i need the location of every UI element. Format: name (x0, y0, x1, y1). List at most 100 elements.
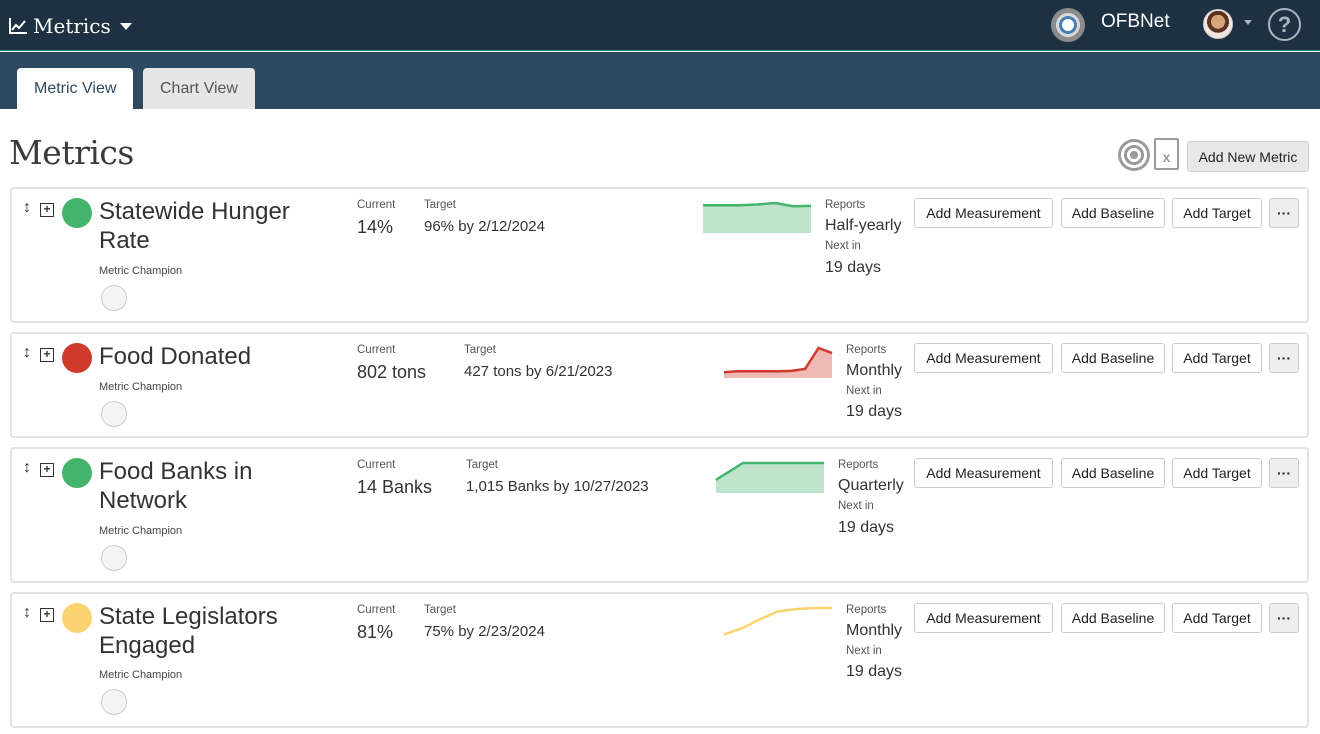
target-label: Target (466, 459, 498, 471)
champion-avatar[interactable] (101, 545, 127, 571)
chevron-down-icon (119, 22, 132, 30)
reports-label: Reports (846, 604, 887, 616)
trend-sparkline (703, 201, 812, 233)
next-in-label: Next in (838, 500, 874, 512)
view-tabbar: Metric View Chart View (0, 52, 1320, 109)
add-measurement-button[interactable]: Add Measurement (914, 603, 1053, 633)
add-baseline-button[interactable]: Add Baseline (1061, 458, 1165, 488)
tab-metric-view[interactable]: Metric View (17, 68, 134, 109)
status-indicator (62, 458, 92, 488)
excel-export-icon[interactable]: x (1154, 138, 1179, 170)
metric-name[interactable]: Food Donated (99, 343, 252, 370)
target-value: 96% by 2/12/2024 (424, 218, 545, 235)
org-name[interactable]: OFBNet (1101, 11, 1170, 32)
current-label: Current (357, 604, 396, 616)
next-in-value: 19 days (838, 519, 895, 536)
page-title: Metrics (9, 133, 134, 172)
champion-label: Metric Champion (99, 669, 183, 681)
target-label: Target (424, 604, 456, 616)
metric-name[interactable]: Statewide Hunger Rate (99, 198, 290, 254)
current-value: 14% (357, 217, 394, 237)
current-value: 14 Banks (357, 477, 433, 497)
champion-label: Metric Champion (99, 525, 183, 537)
current-label: Current (357, 459, 396, 471)
add-measurement-button[interactable]: Add Measurement (914, 198, 1053, 228)
metric-card: ↕ + State Legislators Engaged Metric Cha… (10, 592, 1309, 728)
next-in-label: Next in (846, 645, 882, 657)
add-target-button[interactable]: Add Target (1172, 343, 1262, 373)
top-navbar: Metrics OFBNet ? (0, 0, 1320, 51)
add-new-metric-button[interactable]: Add New Metric (1187, 141, 1309, 172)
add-measurement-button[interactable]: Add Measurement (914, 458, 1053, 488)
next-in-value: 19 days (846, 663, 903, 680)
sparkline-line (715, 461, 824, 481)
expand-icon[interactable]: + (40, 348, 54, 362)
metric-card: ↕ + Food Donated Metric Champion Current… (10, 332, 1309, 438)
next-in-label: Next in (825, 240, 861, 252)
add-measurement-button[interactable]: Add Measurement (914, 343, 1053, 373)
org-logo (1051, 8, 1085, 42)
metric-name[interactable]: State Legislators Engaged (99, 603, 278, 659)
current-label: Current (357, 199, 396, 211)
add-baseline-button[interactable]: Add Baseline (1061, 343, 1165, 373)
drag-handle-icon[interactable]: ↕ (23, 199, 31, 216)
expand-icon[interactable]: + (40, 203, 54, 217)
target-label: Target (424, 199, 456, 211)
help-icon[interactable]: ? (1268, 8, 1301, 41)
trend-sparkline (723, 606, 832, 636)
more-options-button[interactable]: ··· (1269, 198, 1299, 228)
add-target-button[interactable]: Add Target (1172, 458, 1262, 488)
drag-handle-icon[interactable]: ↕ (23, 344, 31, 361)
current-value: 802 tons (357, 362, 427, 382)
add-baseline-button[interactable]: Add Baseline (1061, 198, 1165, 228)
status-indicator (62, 198, 92, 228)
champion-label: Metric Champion (99, 265, 183, 277)
target-icon[interactable] (1118, 139, 1150, 171)
user-avatar[interactable] (1203, 9, 1233, 39)
add-baseline-button[interactable]: Add Baseline (1061, 603, 1165, 633)
champion-label: Metric Champion (99, 381, 183, 393)
reports-frequency: Monthly (846, 362, 903, 379)
app-title: Metrics (33, 14, 111, 38)
user-menu-chevron-icon[interactable] (1244, 20, 1252, 25)
next-in-value: 19 days (846, 403, 903, 420)
reports-frequency: Monthly (846, 622, 903, 639)
sparkline-line (723, 346, 833, 374)
trend-sparkline (715, 461, 824, 493)
current-label: Current (357, 344, 396, 356)
drag-handle-icon[interactable]: ↕ (23, 459, 31, 476)
next-in-value: 19 days (825, 259, 882, 276)
trend-sparkline (723, 346, 833, 378)
more-options-button[interactable]: ··· (1269, 603, 1299, 633)
sparkline-line (703, 201, 812, 208)
sparkline-line (723, 606, 832, 636)
expand-icon[interactable]: + (40, 463, 54, 477)
reports-label: Reports (825, 199, 866, 211)
reports-label: Reports (838, 459, 879, 471)
metric-name[interactable]: Food Banks in Network (99, 458, 253, 514)
champion-avatar[interactable] (101, 285, 127, 311)
current-value: 81% (357, 622, 394, 642)
add-target-button[interactable]: Add Target (1172, 198, 1262, 228)
champion-avatar[interactable] (101, 689, 127, 715)
tab-chart-view[interactable]: Chart View (143, 68, 255, 109)
target-value: 75% by 2/23/2024 (424, 623, 545, 640)
reports-frequency: Quarterly (838, 477, 904, 494)
more-options-button[interactable]: ··· (1269, 343, 1299, 373)
sparkline-area (703, 203, 811, 233)
target-value: 427 tons by 6/21/2023 (464, 363, 613, 380)
status-indicator (62, 603, 92, 633)
line-chart-icon (9, 18, 27, 34)
expand-icon[interactable]: + (40, 608, 54, 622)
target-value: 1,015 Banks by 10/27/2023 (466, 478, 649, 495)
more-options-button[interactable]: ··· (1269, 458, 1299, 488)
metric-card: ↕ + Statewide Hunger Rate Metric Champio… (10, 187, 1309, 323)
add-target-button[interactable]: Add Target (1172, 603, 1262, 633)
app-menu[interactable]: Metrics (8, 12, 132, 40)
sparkline-area (716, 463, 824, 493)
champion-avatar[interactable] (101, 401, 127, 427)
sparkline-area (724, 348, 832, 378)
reports-frequency: Half-yearly (825, 217, 902, 234)
target-label: Target (464, 344, 496, 356)
drag-handle-icon[interactable]: ↕ (23, 604, 31, 621)
